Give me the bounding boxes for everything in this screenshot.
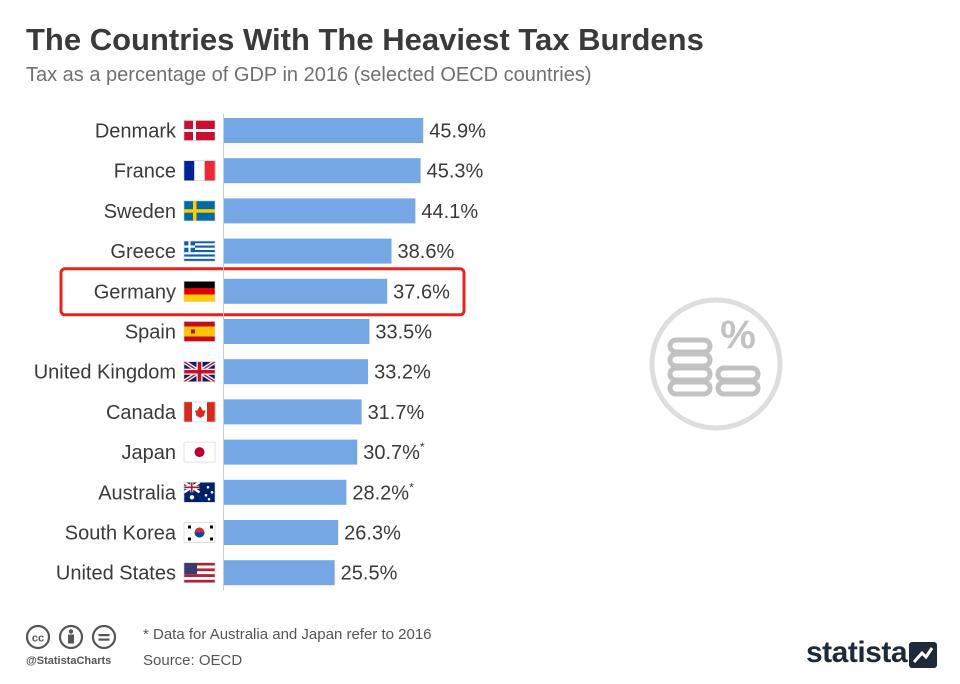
coins-percent-icon: % xyxy=(648,296,784,437)
category-label: Greece xyxy=(110,241,176,263)
statista-logo-mark-icon xyxy=(909,642,937,673)
bar[interactable] xyxy=(224,158,421,184)
bar[interactable] xyxy=(224,198,416,224)
chart-subtitle: Tax as a percentage of GDP in 2016 (sele… xyxy=(26,64,592,86)
value-label: 45.3% xyxy=(427,161,484,183)
category-label: Canada xyxy=(106,402,177,424)
highlight-box xyxy=(59,267,466,317)
chart-title: The Countries With The Heaviest Tax Burd… xyxy=(26,22,704,57)
value-label: 45.9% xyxy=(429,121,486,143)
category-label: France xyxy=(114,161,176,183)
value-label: 28.2%* xyxy=(352,480,414,504)
category-label: Sweden xyxy=(104,201,176,223)
category-label: Denmark xyxy=(95,121,177,143)
value-label: 31.7% xyxy=(368,402,425,424)
bar-chart: Denmark 45.9% France 45.3% Sweden 44.1% Greece… xyxy=(34,114,486,591)
svg-text:cc: cc xyxy=(32,633,44,645)
value-label: 25.5% xyxy=(341,563,398,585)
creative-commons-icons: cc xyxy=(25,624,122,655)
category-label: Japan xyxy=(122,442,177,464)
value-label: 37.6% xyxy=(393,281,450,303)
bar[interactable] xyxy=(224,439,358,465)
value-label: 33.5% xyxy=(375,322,432,344)
source-note: Source: OECD xyxy=(143,652,243,669)
bar[interactable] xyxy=(224,238,392,264)
flag-se-icon xyxy=(183,200,216,222)
value-label: 38.6% xyxy=(398,241,455,263)
bar[interactable] xyxy=(224,399,362,425)
bar[interactable] xyxy=(224,479,347,505)
bar[interactable] xyxy=(224,118,424,143)
flag-kr-icon xyxy=(183,522,216,543)
bar[interactable] xyxy=(224,319,370,344)
flag-es-icon xyxy=(183,321,216,342)
footnote: * Data for Australia and Japan refer to … xyxy=(143,626,432,643)
bar[interactable] xyxy=(224,278,388,304)
flag-gb-icon xyxy=(182,360,217,384)
flag-dk-icon xyxy=(183,120,216,141)
bar[interactable] xyxy=(224,560,335,586)
category-label: Australia xyxy=(98,482,177,504)
category-label: Spain xyxy=(125,322,176,344)
bar[interactable] xyxy=(224,359,369,385)
statista-logo[interactable]: statista xyxy=(806,636,908,669)
flag-jp-icon xyxy=(183,441,216,463)
flag-fr-icon xyxy=(183,160,216,181)
flag-au-icon xyxy=(183,481,216,503)
social-handle[interactable]: @StatistaCharts xyxy=(26,655,112,667)
category-label: United States xyxy=(56,563,176,585)
flag-gr-icon xyxy=(183,240,216,262)
value-label: 30.7%* xyxy=(363,440,425,464)
flag-de-icon xyxy=(183,280,216,302)
value-label: 44.1% xyxy=(421,201,478,223)
bar[interactable] xyxy=(224,520,339,545)
category-label: United Kingdom xyxy=(34,362,176,384)
category-label: Germany xyxy=(94,281,176,303)
value-label: 26.3% xyxy=(344,523,401,545)
value-label: 33.2% xyxy=(374,362,431,384)
category-label: South Korea xyxy=(65,523,177,545)
flag-us-icon xyxy=(183,562,216,584)
svg-text:%: % xyxy=(720,313,756,357)
flag-ca-icon xyxy=(183,401,216,423)
